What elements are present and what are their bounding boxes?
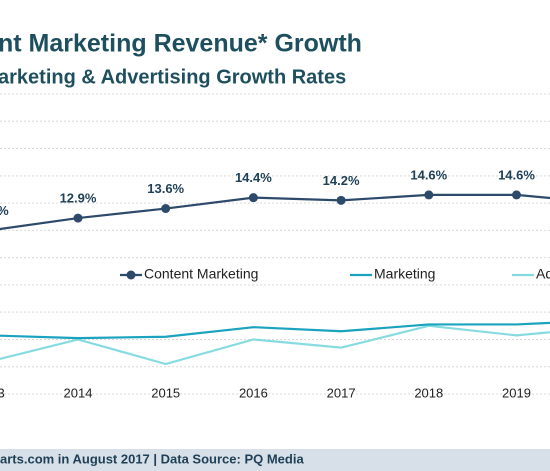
- x-tick-label: 2017: [327, 385, 356, 400]
- chart-subtitle: arketing & Advertising Growth Rates: [0, 66, 346, 88]
- point: [336, 195, 346, 205]
- point: [512, 190, 521, 200]
- point: [161, 204, 171, 214]
- series-line: [0, 324, 550, 366]
- legend-label: Advertising: [536, 266, 550, 282]
- point: [73, 213, 83, 223]
- value-label: 14.6%: [410, 167, 447, 182]
- series-line: [0, 321, 550, 340]
- value-label: 14.6%: [498, 167, 535, 182]
- chart-title: nt Marketing Revenue* Growth: [0, 30, 362, 58]
- value-label: 14.2%: [323, 173, 360, 188]
- series-line: [0, 193, 550, 231]
- value-label: 12.0%: [0, 203, 9, 218]
- x-tick-label: 2014: [64, 385, 93, 400]
- x-tick-label: 2016: [239, 385, 268, 400]
- footer-bar: [0, 449, 550, 471]
- legend-label: Content Marketing: [144, 266, 258, 282]
- x-tick-label: 2019: [502, 385, 531, 400]
- legend-marker: [126, 270, 136, 280]
- x-tick-label: 2013: [0, 385, 5, 400]
- footer: arts.com in August 2017 | Data Source: P…: [0, 451, 304, 466]
- value-label: 12.9%: [60, 191, 97, 206]
- point: [248, 193, 258, 203]
- x-tick-label: 2018: [414, 385, 443, 400]
- value-label: 13.6%: [147, 181, 184, 196]
- point: [424, 190, 434, 200]
- legend-label: Marketing: [374, 266, 435, 282]
- x-tick-label: 2015: [151, 385, 180, 400]
- value-label: 14.4%: [235, 170, 272, 185]
